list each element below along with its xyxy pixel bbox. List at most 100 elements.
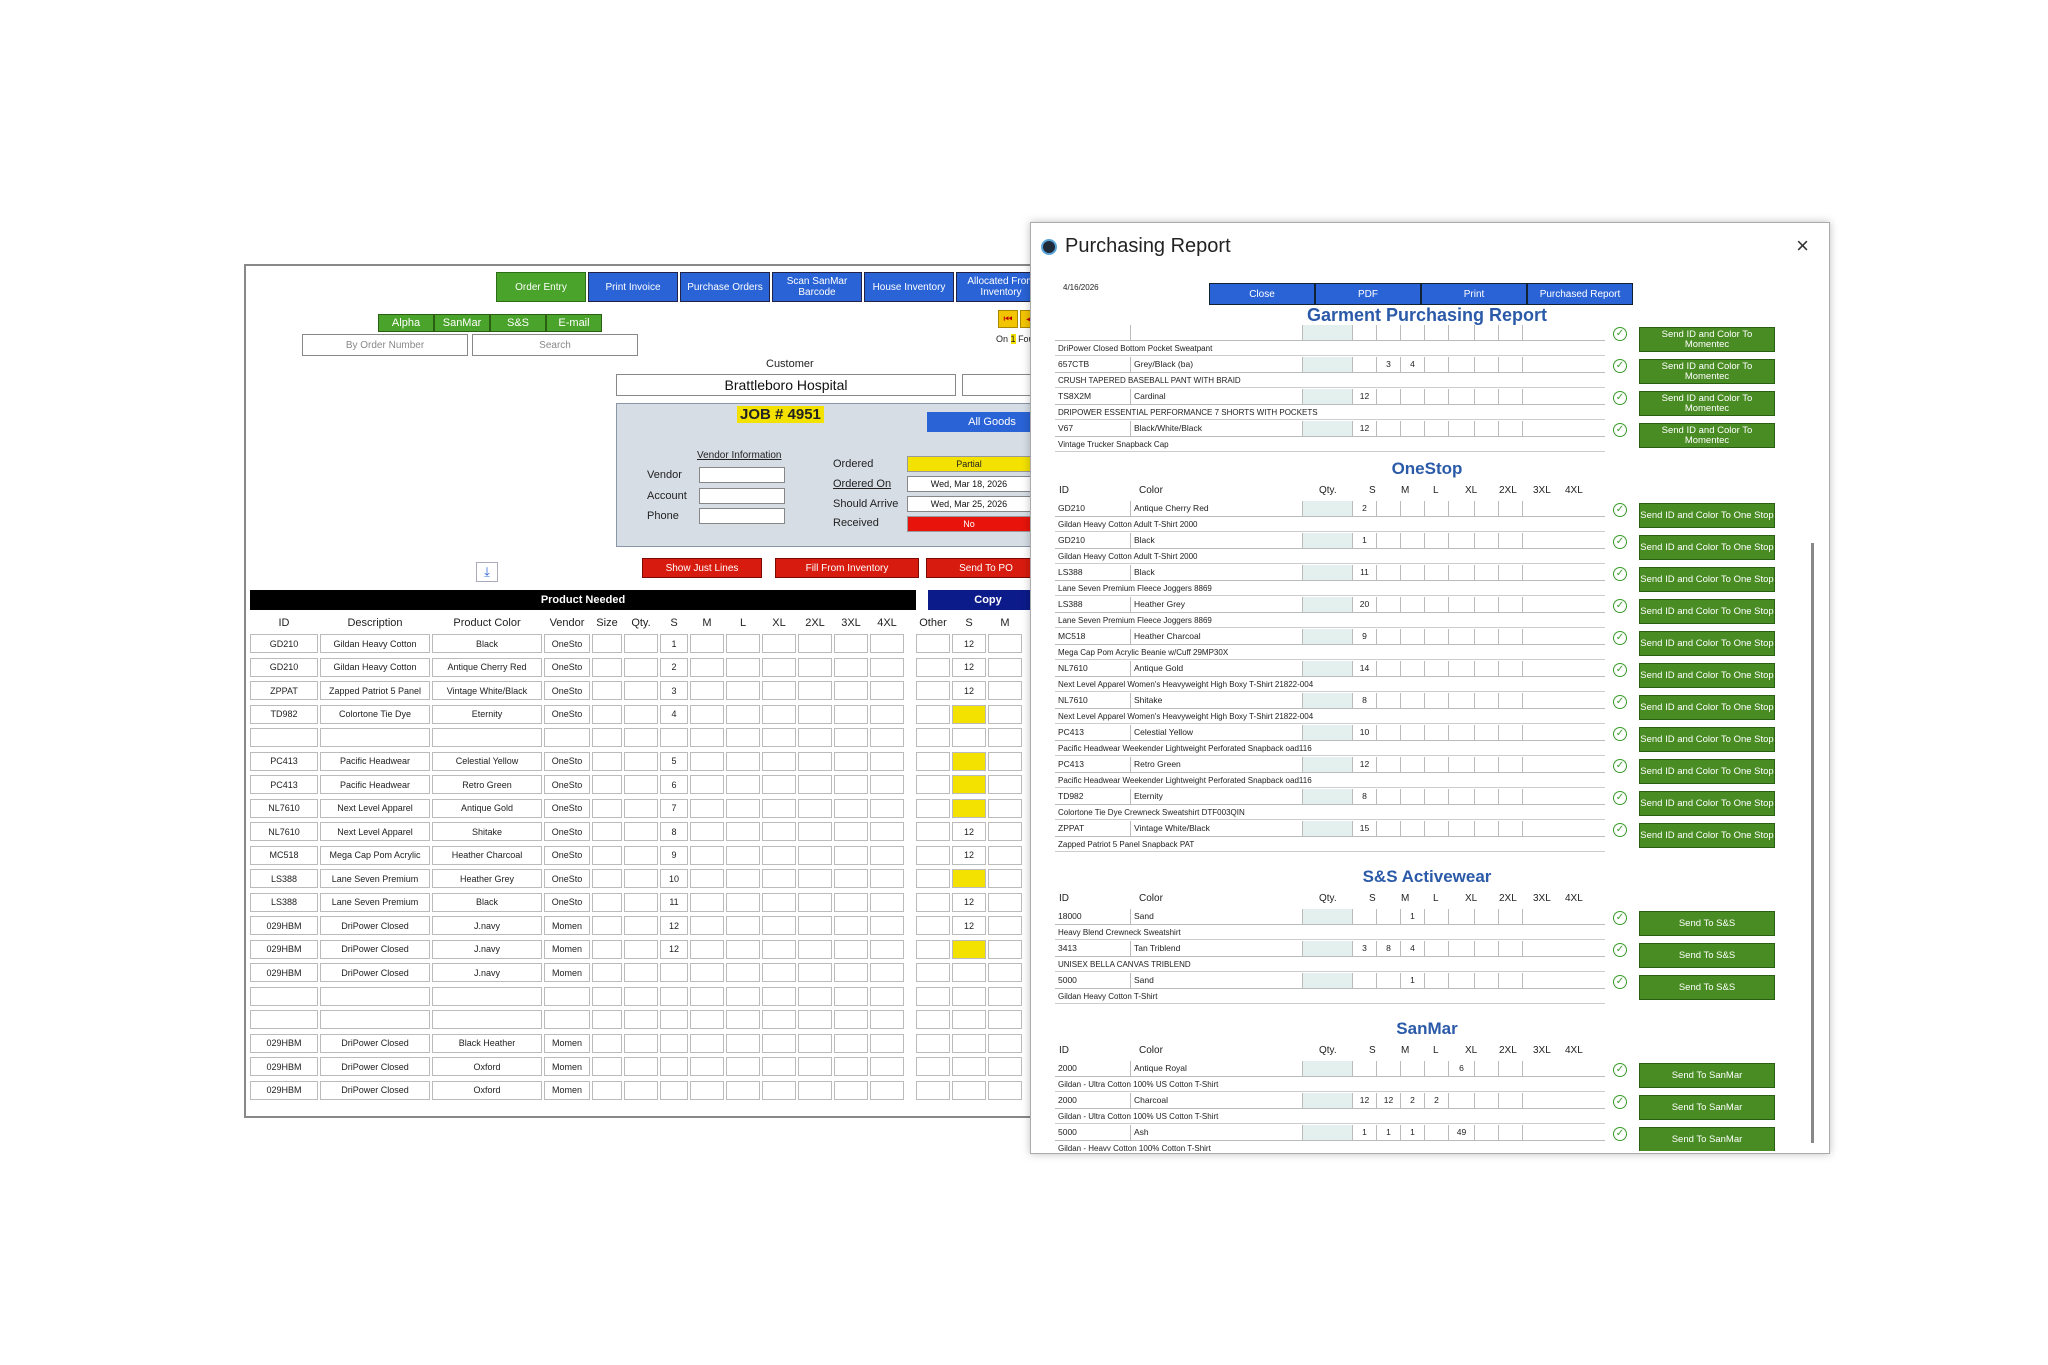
size-3xl[interactable] bbox=[1475, 909, 1499, 924]
table-cell[interactable] bbox=[592, 704, 622, 724]
table-cell[interactable] bbox=[798, 916, 832, 936]
table-cell[interactable] bbox=[726, 634, 760, 654]
table-cell[interactable] bbox=[916, 916, 950, 936]
item-qty[interactable] bbox=[1303, 1093, 1353, 1108]
send-button[interactable]: Send To SanMar bbox=[1639, 1127, 1775, 1151]
item-qty[interactable] bbox=[1303, 597, 1353, 612]
item-color[interactable]: Antique Royal bbox=[1131, 1061, 1303, 1076]
size-l[interactable]: 1 bbox=[1401, 909, 1425, 924]
table-cell[interactable]: 12 bbox=[952, 634, 986, 654]
size-m[interactable] bbox=[1377, 597, 1401, 612]
size-3xl[interactable] bbox=[1475, 421, 1499, 436]
table-cell[interactable]: 5 bbox=[660, 751, 688, 771]
table-cell[interactable]: 029HBM bbox=[250, 1080, 318, 1100]
table-cell[interactable]: 029HBM bbox=[250, 1057, 318, 1077]
table-cell[interactable]: 12 bbox=[660, 939, 688, 959]
table-cell[interactable] bbox=[870, 634, 904, 654]
table-cell[interactable] bbox=[798, 986, 832, 1006]
item-id[interactable]: 2000 bbox=[1055, 1061, 1131, 1076]
size-m[interactable] bbox=[1377, 789, 1401, 804]
table-cell[interactable] bbox=[916, 822, 950, 842]
size-m[interactable] bbox=[1377, 325, 1401, 340]
send-button[interactable]: Send ID and Color To One Stop bbox=[1639, 823, 1775, 848]
table-cell[interactable] bbox=[250, 1010, 318, 1030]
size-4xl[interactable] bbox=[1499, 941, 1523, 956]
size-4xl[interactable] bbox=[1499, 565, 1523, 580]
size-m[interactable] bbox=[1377, 973, 1401, 988]
size-xl[interactable] bbox=[1425, 693, 1449, 708]
table-cell[interactable] bbox=[798, 751, 832, 771]
size-s[interactable]: 12 bbox=[1353, 1093, 1377, 1108]
table-cell[interactable] bbox=[762, 869, 796, 889]
size-2xl[interactable] bbox=[1449, 693, 1475, 708]
size-s[interactable] bbox=[1353, 325, 1377, 340]
table-cell[interactable] bbox=[592, 798, 622, 818]
table-cell[interactable] bbox=[916, 728, 950, 748]
table-cell[interactable] bbox=[592, 751, 622, 771]
table-cell[interactable] bbox=[834, 657, 868, 677]
size-m[interactable] bbox=[1377, 565, 1401, 580]
table-cell[interactable] bbox=[624, 704, 658, 724]
size-l[interactable] bbox=[1401, 789, 1425, 804]
item-id[interactable]: ZPPAT bbox=[1055, 821, 1131, 836]
item-qty[interactable] bbox=[1303, 565, 1353, 580]
item-id[interactable]: 657CTB bbox=[1055, 357, 1131, 372]
table-cell[interactable] bbox=[624, 728, 658, 748]
table-cell[interactable] bbox=[726, 916, 760, 936]
size-xl[interactable] bbox=[1425, 565, 1449, 580]
size-3xl[interactable] bbox=[1475, 1125, 1499, 1140]
table-cell[interactable] bbox=[320, 986, 430, 1006]
table-cell[interactable] bbox=[834, 775, 868, 795]
item-qty[interactable] bbox=[1303, 325, 1353, 340]
table-cell[interactable] bbox=[726, 869, 760, 889]
size-2xl[interactable] bbox=[1449, 941, 1475, 956]
table-cell[interactable] bbox=[870, 728, 904, 748]
size-s[interactable]: 1 bbox=[1353, 533, 1377, 548]
table-cell[interactable] bbox=[798, 892, 832, 912]
size-s[interactable] bbox=[1353, 1061, 1377, 1076]
table-cell[interactable]: 4 bbox=[660, 704, 688, 724]
table-cell[interactable]: DriPower Closed bbox=[320, 916, 430, 936]
report-purchased-report-button[interactable]: Purchased Report bbox=[1527, 283, 1633, 305]
table-cell[interactable]: DriPower Closed bbox=[320, 1080, 430, 1100]
size-3xl[interactable] bbox=[1475, 533, 1499, 548]
table-cell[interactable]: 12 bbox=[952, 892, 986, 912]
send-button[interactable]: Send ID and Color To One Stop bbox=[1639, 759, 1775, 784]
table-cell[interactable]: Black Heather bbox=[432, 1033, 542, 1053]
nav-tab[interactable]: Scan SanMar Barcode bbox=[772, 272, 862, 302]
table-cell[interactable] bbox=[726, 1033, 760, 1053]
size-s[interactable]: 12 bbox=[1353, 421, 1377, 436]
table-cell[interactable] bbox=[762, 657, 796, 677]
table-cell[interactable] bbox=[690, 728, 724, 748]
size-m[interactable] bbox=[1377, 501, 1401, 516]
table-cell[interactable]: Pacific Headwear bbox=[320, 751, 430, 771]
size-2xl[interactable] bbox=[1449, 973, 1475, 988]
table-cell[interactable] bbox=[834, 704, 868, 724]
size-m[interactable] bbox=[1377, 1061, 1401, 1076]
table-cell[interactable] bbox=[988, 1033, 1022, 1053]
table-cell[interactable] bbox=[988, 916, 1022, 936]
size-4xl[interactable] bbox=[1499, 1125, 1523, 1140]
size-l[interactable]: 1 bbox=[1401, 973, 1425, 988]
send-button[interactable]: Send To S&S bbox=[1639, 911, 1775, 936]
table-cell[interactable] bbox=[834, 1033, 868, 1053]
table-cell[interactable]: OneSto bbox=[544, 751, 590, 771]
table-cell[interactable]: MC518 bbox=[250, 845, 318, 865]
table-cell[interactable]: Momen bbox=[544, 939, 590, 959]
table-cell[interactable] bbox=[762, 963, 796, 983]
table-cell[interactable] bbox=[690, 681, 724, 701]
item-color[interactable]: Retro Green bbox=[1131, 757, 1303, 772]
table-cell[interactable] bbox=[762, 986, 796, 1006]
table-cell[interactable] bbox=[870, 939, 904, 959]
table-cell[interactable] bbox=[916, 798, 950, 818]
table-cell[interactable]: Eternity bbox=[432, 704, 542, 724]
table-cell[interactable] bbox=[592, 845, 622, 865]
table-cell[interactable] bbox=[870, 1010, 904, 1030]
item-color[interactable]: Charcoal bbox=[1131, 1093, 1303, 1108]
table-cell[interactable]: DriPower Closed bbox=[320, 1033, 430, 1053]
table-cell[interactable] bbox=[320, 1010, 430, 1030]
item-color[interactable]: Black/White/Black bbox=[1131, 421, 1303, 436]
table-cell[interactable]: J.navy bbox=[432, 939, 542, 959]
size-4xl[interactable] bbox=[1499, 821, 1523, 836]
table-cell[interactable]: DriPower Closed bbox=[320, 963, 430, 983]
